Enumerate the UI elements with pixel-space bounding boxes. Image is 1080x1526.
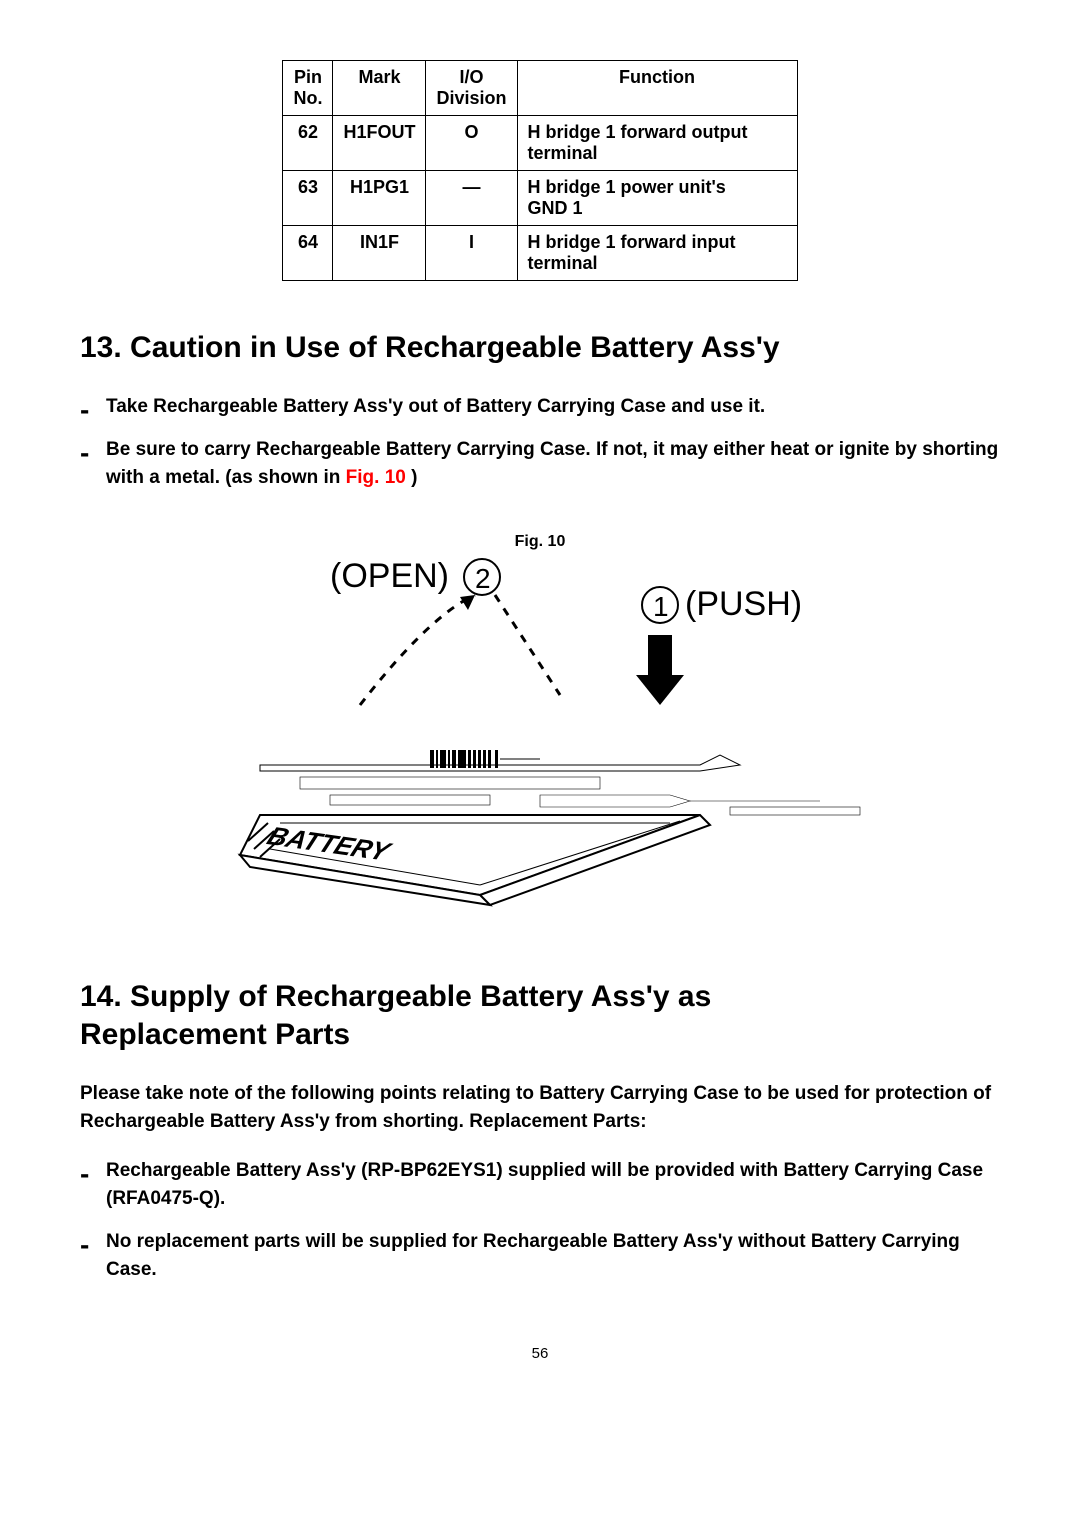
header-text: No. <box>293 88 322 108</box>
cell-pin: 63 <box>283 171 333 226</box>
circle-1-text: 1 <box>653 591 669 622</box>
section-13-bullets: Take Rechargeable Battery Ass'y out of B… <box>80 393 1000 493</box>
circle-2-text: 2 <box>475 563 491 594</box>
push-label: (PUSH) <box>685 585 802 623</box>
figure-reference: Fig. 10 <box>346 467 411 488</box>
header-text: Function <box>619 67 695 87</box>
cell-mark: IN1F <box>333 226 426 281</box>
func-line: H bridge 1 power unit's <box>528 177 726 197</box>
cell-mark: H1FOUT <box>333 116 426 171</box>
cell-pin: 62 <box>283 116 333 171</box>
table-row: 62 H1FOUT O H bridge 1 forward output te… <box>283 116 797 171</box>
figure-10-svg: (OPEN) 2 1 (PUSH) <box>200 555 880 925</box>
list-item: Rechargeable Battery Ass'y (RP-BP62EYS1)… <box>80 1157 1000 1214</box>
bullet-text: Take Rechargeable Battery Ass'y out of B… <box>106 396 765 417</box>
cell-io: — <box>426 171 517 226</box>
cell-pin: 64 <box>283 226 333 281</box>
col-pin-no: Pin No. <box>283 61 333 116</box>
header-text: Division <box>436 88 506 108</box>
func-line: H bridge 1 forward output <box>528 122 748 142</box>
cell-func: H bridge 1 forward input terminal <box>517 226 797 281</box>
bullet-text: No replacement parts will be supplied fo… <box>106 1231 960 1281</box>
table-header-row: Pin No. Mark I/O Division Function <box>283 61 797 116</box>
push-line-dashed <box>495 595 560 695</box>
cell-mark: H1PG1 <box>333 171 426 226</box>
section-14-title-l1: 14. Supply of Rechargeable Battery Ass'y… <box>80 980 1000 1014</box>
col-io: I/O Division <box>426 61 517 116</box>
section-13-title: 13. Caution in Use of Rechargeable Batte… <box>80 331 1000 365</box>
open-label: (OPEN) <box>330 557 449 595</box>
func-line: H bridge 1 forward input <box>528 232 736 252</box>
header-text: I/O <box>459 67 483 87</box>
open-arrow-dashed <box>360 595 475 705</box>
pin-table: Pin No. Mark I/O Division Function 62 H1… <box>282 60 797 281</box>
cell-func: H bridge 1 power unit's GND 1 <box>517 171 797 226</box>
page-number: 56 <box>80 1345 1000 1362</box>
section-14-bullets: Rechargeable Battery Ass'y (RP-BP62EYS1)… <box>80 1157 1000 1285</box>
cell-io: I <box>426 226 517 281</box>
section-14-title-l2: Replacement Parts <box>80 1018 1000 1052</box>
header-text: Pin <box>294 67 322 87</box>
case-flap <box>260 750 860 815</box>
col-function: Function <box>517 61 797 116</box>
table-row: 63 H1PG1 — H bridge 1 power unit's GND 1 <box>283 171 797 226</box>
push-arrow-body <box>648 635 672 675</box>
func-line: terminal <box>528 143 598 163</box>
battery-case: BATTERY <box>240 815 710 905</box>
cell-func: H bridge 1 forward output terminal <box>517 116 797 171</box>
section-14-intro: Please take note of the following points… <box>80 1080 1000 1137</box>
list-item: Take Rechargeable Battery Ass'y out of B… <box>80 393 1000 422</box>
table-row: 64 IN1F I H bridge 1 forward input termi… <box>283 226 797 281</box>
func-line: terminal <box>528 253 598 273</box>
list-item: Be sure to carry Rechargeable Battery Ca… <box>80 436 1000 493</box>
bullet-text: ) <box>411 467 417 488</box>
cell-io: O <box>426 116 517 171</box>
figure-label: Fig. 10 <box>80 533 1000 551</box>
bullet-text: Be sure to carry Rechargeable Battery Ca… <box>106 439 998 489</box>
func-line: GND 1 <box>528 198 583 218</box>
header-text: Mark <box>358 67 400 87</box>
col-mark: Mark <box>333 61 426 116</box>
figure-10: Fig. 10 (OPEN) 2 1 (PUSH) <box>80 533 1000 930</box>
list-item: No replacement parts will be supplied fo… <box>80 1228 1000 1285</box>
push-arrow-head <box>636 675 684 705</box>
bullet-text: Rechargeable Battery Ass'y (RP-BP62EYS1)… <box>106 1160 983 1210</box>
